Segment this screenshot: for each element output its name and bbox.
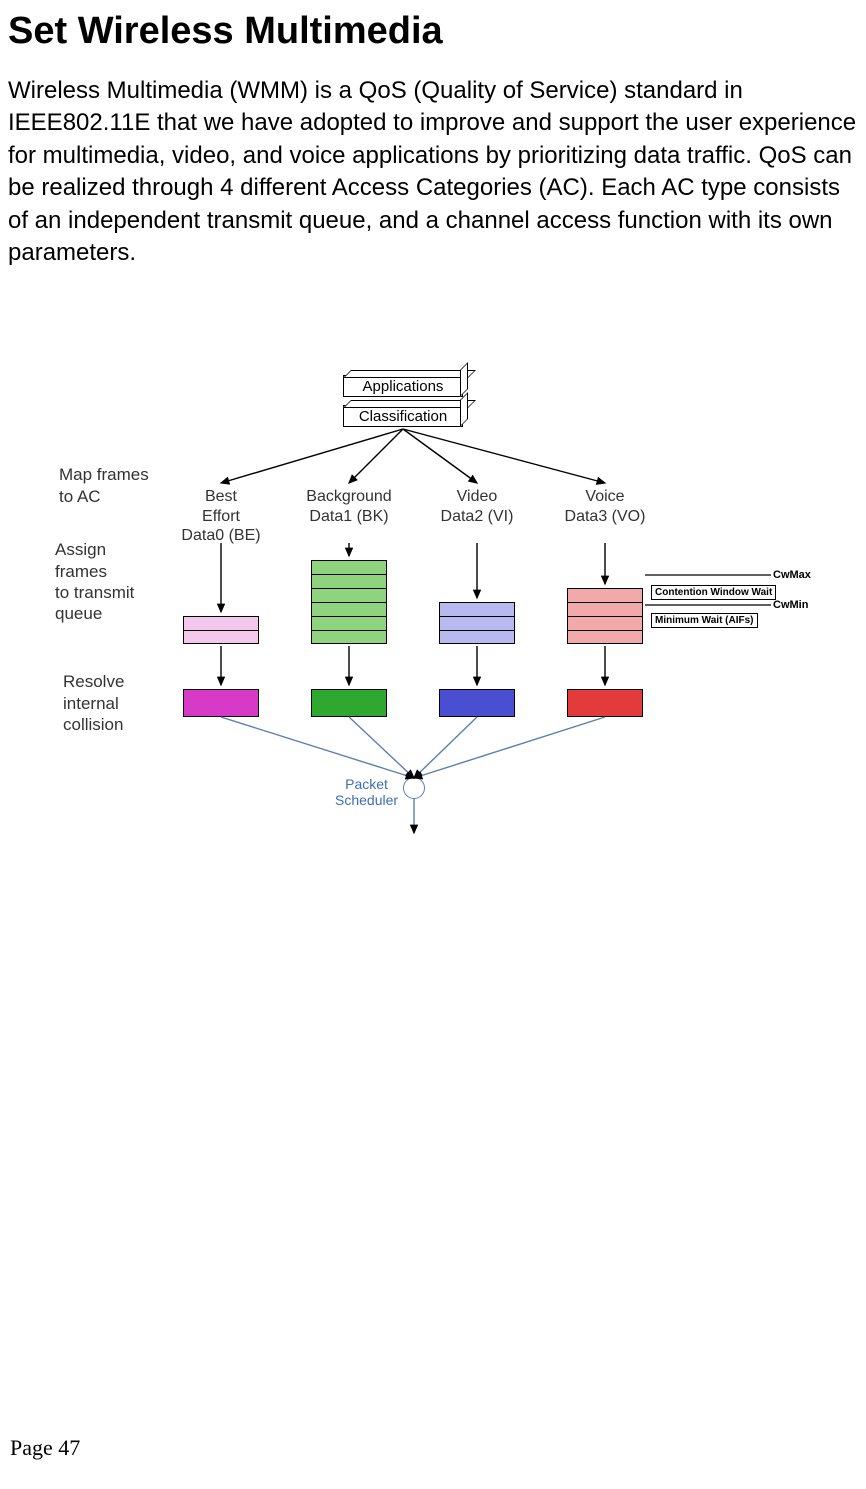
label-assign-frames: Assignframesto transmitqueue <box>55 539 134 624</box>
page-number: Page 47 <box>10 1435 80 1461</box>
queue-1 <box>311 560 387 644</box>
queue-0 <box>183 616 259 644</box>
classifier-classification: Classification <box>343 405 463 427</box>
diagram-arrows <box>47 369 819 899</box>
anno-cwmin: CwMin <box>773 599 808 611</box>
column-title-2: VideoData2 (VI) <box>432 487 522 525</box>
column-title-3: VoiceData3 (VO) <box>560 487 650 525</box>
resolve-box-0 <box>183 689 259 717</box>
label-map-frames: Map framesto AC <box>59 464 149 507</box>
intro-paragraph: Wireless Multimedia (WMM) is a QoS (Qual… <box>8 75 858 269</box>
wmm-diagram: Applications Classification Map framesto A… <box>47 369 819 899</box>
queue-3 <box>567 588 643 644</box>
anno-contention-wait: Contention Window Wait <box>651 585 776 600</box>
anno-cwmax: CwMax <box>773 569 811 581</box>
resolve-box-3 <box>567 689 643 717</box>
classifier-applications: Applications <box>343 375 463 397</box>
label-resolve-collision: Resolveinternalcollision <box>63 671 124 735</box>
column-title-0: BestEffortData0 (BE) <box>176 487 266 545</box>
scheduler-node <box>403 777 425 799</box>
scheduler-label: PacketScheduler <box>335 777 398 808</box>
column-title-1: BackgroundData1 (BK) <box>304 487 394 525</box>
resolve-box-1 <box>311 689 387 717</box>
queue-2 <box>439 602 515 644</box>
anno-min-wait: Minimum Wait (AIFs) <box>651 613 758 628</box>
resolve-box-2 <box>439 689 515 717</box>
page-title: Set Wireless Multimedia <box>8 10 858 53</box>
